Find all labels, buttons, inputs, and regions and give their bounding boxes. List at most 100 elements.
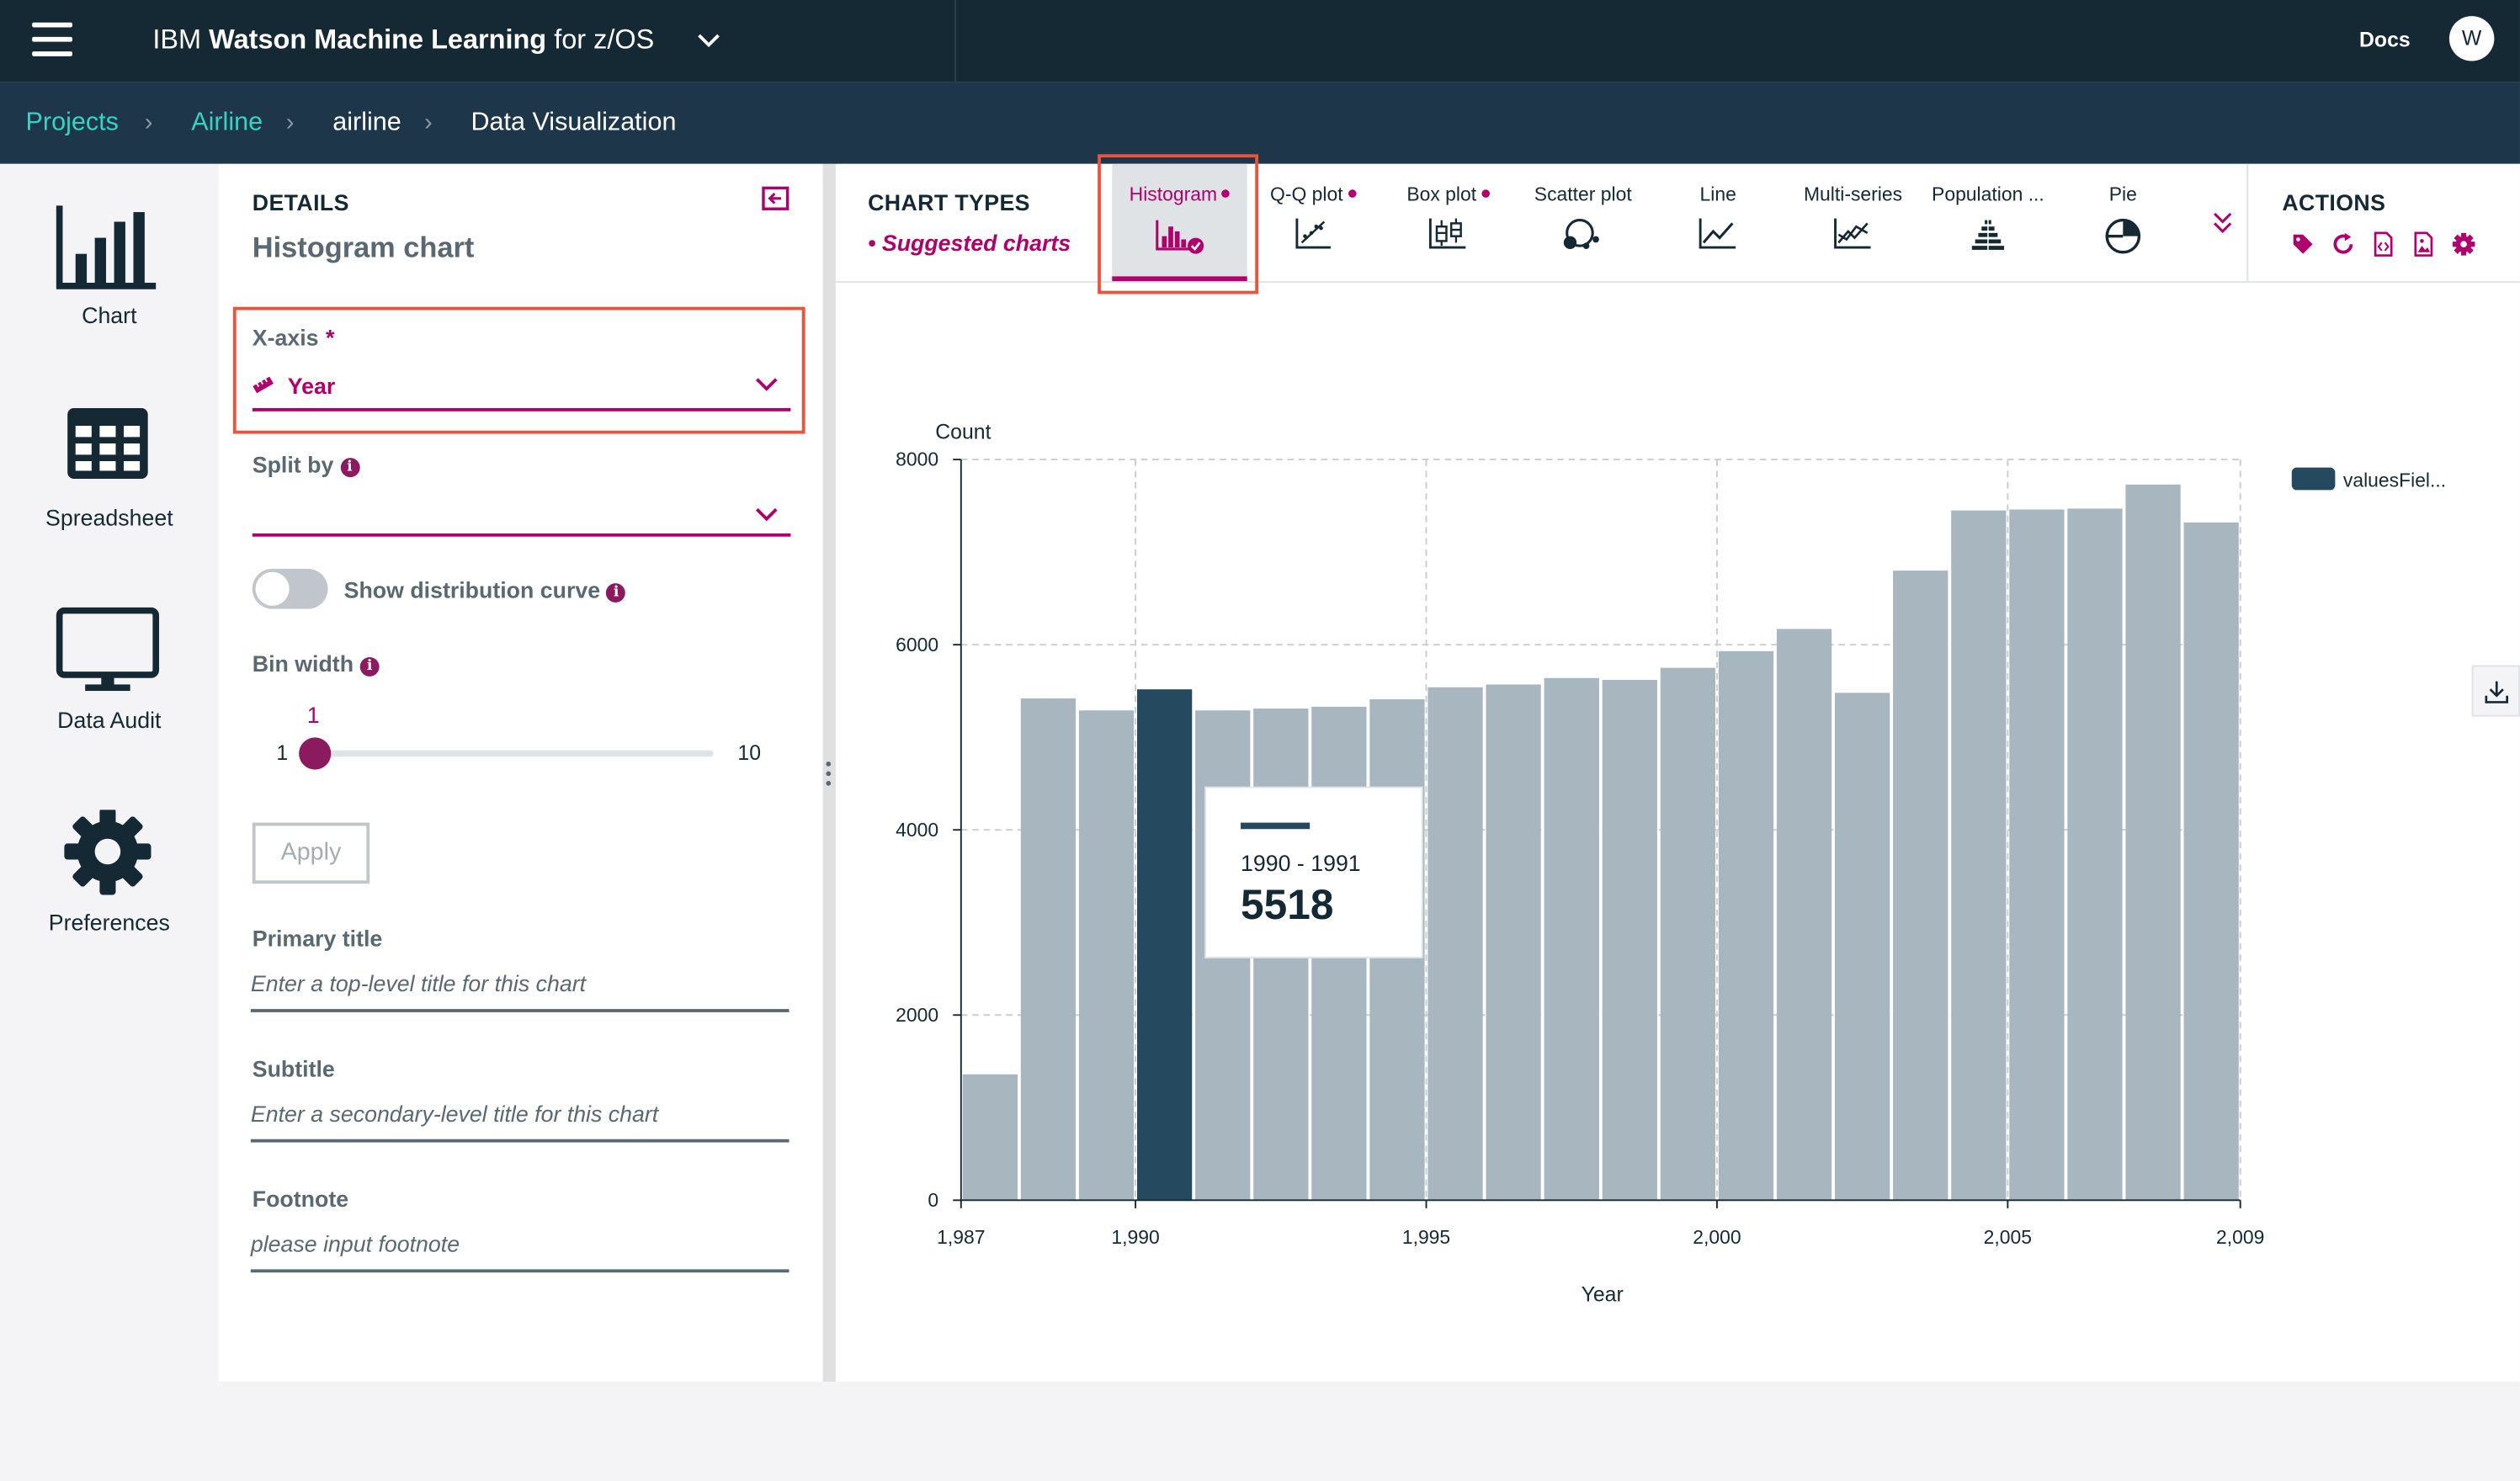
nav-item-spreadsheet[interactable]: Spreadsheet bbox=[0, 405, 219, 581]
y-tick-label: 6000 bbox=[896, 634, 938, 656]
chart-type-label: Population ... bbox=[1932, 183, 2044, 206]
info-icon[interactable]: i bbox=[606, 583, 626, 603]
histogram-chart[interactable]: 0 2000 4000 6000 8000 1,987 1,990 1,995 2,000 2,0… bbox=[836, 283, 2520, 1382]
docs-link[interactable]: Docs bbox=[2358, 27, 2411, 52]
chart-type-box-plot[interactable]: Box plot bbox=[1384, 180, 1513, 252]
nav-item-data-audit[interactable]: Data Audit bbox=[0, 607, 219, 784]
splitby-label-row: Split by i bbox=[253, 452, 359, 480]
distribution-label-row: Show distribution curve i bbox=[344, 576, 626, 605]
histogram-bar[interactable] bbox=[1776, 629, 1832, 1201]
histogram-bar[interactable] bbox=[1078, 710, 1135, 1201]
brand-name: Watson Machine Learning bbox=[209, 24, 547, 55]
chart-type-multi-series[interactable]: Multi-series bbox=[1789, 180, 1917, 252]
menu-icon[interactable] bbox=[32, 22, 72, 58]
subtitle-input[interactable]: Enter a secondary-level title for this c… bbox=[250, 1101, 789, 1143]
chart-types-heading: CHART TYPES bbox=[868, 189, 1030, 215]
details-panel: DETAILS Histogram chart X-axis * Year Sp… bbox=[218, 163, 823, 1383]
splitby-select[interactable] bbox=[252, 495, 791, 537]
chart-type-scatter-plot[interactable]: Scatter plot bbox=[1518, 180, 1647, 256]
histogram-bar[interactable] bbox=[2009, 509, 2065, 1201]
binwidth-label-row: Bin width i bbox=[253, 650, 380, 679]
box-plot-icon bbox=[1428, 218, 1466, 249]
breadcrumb-projects[interactable]: Projects bbox=[25, 109, 119, 137]
legend-label[interactable]: valuesFiel... bbox=[2343, 470, 2446, 491]
gear-icon bbox=[64, 810, 152, 895]
histogram-bar[interactable] bbox=[1718, 650, 1774, 1201]
avatar[interactable]: W bbox=[2448, 16, 2495, 61]
bin-slider-handle[interactable] bbox=[299, 737, 332, 770]
binwidth-label: Bin width bbox=[252, 650, 354, 677]
toolbar-divider-vertical bbox=[2246, 163, 2249, 282]
breadcrumb-airline-dataset[interactable]: airline bbox=[332, 109, 401, 137]
chart-type-label: Q-Q plot bbox=[1270, 183, 1343, 206]
chart-type-line[interactable]: Line bbox=[1654, 180, 1783, 252]
footnote-input[interactable]: please input footnote bbox=[250, 1231, 789, 1273]
histogram-bar[interactable] bbox=[1835, 693, 1890, 1201]
x-tick-label: 2,000 bbox=[1693, 1226, 1741, 1248]
ruler-icon bbox=[253, 376, 274, 394]
image-icon[interactable] bbox=[2412, 231, 2435, 257]
info-icon[interactable]: i bbox=[359, 656, 380, 677]
qq-plot-icon bbox=[1295, 218, 1331, 249]
nav-label-preferences: Preferences bbox=[48, 909, 170, 936]
histogram-bar[interactable] bbox=[962, 1074, 1018, 1201]
apply-button[interactable]: Apply bbox=[252, 822, 370, 884]
xaxis-label: X-axis bbox=[252, 324, 319, 351]
chart-type-histogram[interactable]: Histogram bbox=[1115, 180, 1244, 256]
tag-icon[interactable] bbox=[2292, 231, 2315, 257]
code-icon[interactable] bbox=[2372, 231, 2395, 257]
histogram-bar[interactable] bbox=[1602, 679, 1657, 1201]
chart-type-label: Multi-series bbox=[1803, 183, 1903, 206]
histogram-bar[interactable] bbox=[1486, 684, 1541, 1201]
primary-title-input[interactable]: Enter a top-level title for this chart bbox=[250, 970, 789, 1012]
histogram-bar[interactable] bbox=[1951, 510, 2007, 1201]
multi-series-icon bbox=[1834, 218, 1871, 249]
chart-type-population-pyramid[interactable]: Population ... bbox=[1924, 180, 2053, 252]
bin-width-slider[interactable] bbox=[299, 737, 714, 770]
line-chart-icon bbox=[1699, 218, 1736, 249]
histogram-bar[interactable] bbox=[2125, 484, 2181, 1201]
download-chart-button[interactable] bbox=[2471, 665, 2520, 717]
chart-type-qq-plot[interactable]: Q-Q plot bbox=[1249, 180, 1378, 252]
histogram-bar-highlighted[interactable] bbox=[1136, 689, 1193, 1201]
info-icon[interactable]: i bbox=[339, 458, 359, 478]
chart-type-pie[interactable]: Pie bbox=[2059, 180, 2188, 256]
nav-item-chart[interactable]: Chart bbox=[0, 203, 219, 380]
nav-item-preferences[interactable]: Preferences bbox=[0, 810, 219, 986]
tooltip-range: 1990 - 1991 bbox=[1241, 851, 1361, 876]
x-tick-label: 1,990 bbox=[1111, 1226, 1159, 1248]
subtitle-label: Subtitle bbox=[252, 1055, 335, 1082]
distribution-curve-toggle[interactable] bbox=[252, 568, 328, 609]
histogram-bar[interactable] bbox=[1020, 698, 1077, 1201]
x-tick-label: 2,005 bbox=[1984, 1226, 2032, 1248]
y-tick-label: 4000 bbox=[896, 819, 938, 841]
settings-icon[interactable] bbox=[2452, 231, 2475, 257]
xaxis-select[interactable]: Year bbox=[252, 369, 791, 411]
details-heading: DETAILS bbox=[252, 189, 349, 215]
histogram-bar[interactable] bbox=[2067, 508, 2123, 1201]
top-bar: IBM Watson Machine Learning for z/OS Doc… bbox=[0, 0, 2520, 82]
chevron-down-icon[interactable] bbox=[696, 27, 722, 53]
chart-type-label: Line bbox=[1699, 183, 1736, 206]
scatter-plot-icon bbox=[1563, 219, 1599, 249]
breadcrumb-airline-project[interactable]: Airline bbox=[191, 109, 263, 137]
panel-resize-handle[interactable] bbox=[822, 163, 836, 1383]
chart-panel: CHART TYPES • Suggested charts Histogram… bbox=[835, 154, 2520, 1383]
tooltip-value: 5518 bbox=[1241, 881, 1333, 928]
table-icon bbox=[67, 407, 148, 480]
double-chevron-down-icon[interactable] bbox=[2213, 212, 2232, 235]
histogram-bar[interactable] bbox=[1893, 571, 1948, 1201]
refresh-icon[interactable] bbox=[2332, 231, 2355, 257]
topbar-divider bbox=[954, 0, 957, 82]
histogram-bar[interactable] bbox=[2183, 522, 2239, 1201]
x-tick-label: 1,995 bbox=[1402, 1226, 1450, 1248]
histogram-bar[interactable] bbox=[1660, 667, 1716, 1201]
chart-type-label: Histogram bbox=[1129, 183, 1218, 206]
footnote-label: Footnote bbox=[252, 1186, 349, 1212]
histogram-bar[interactable] bbox=[1544, 677, 1599, 1201]
nav-label-chart: Chart bbox=[82, 301, 137, 328]
bar-chart-icon bbox=[56, 205, 157, 289]
collapse-panel-icon[interactable] bbox=[762, 186, 789, 210]
histogram-bar[interactable] bbox=[1427, 687, 1483, 1201]
